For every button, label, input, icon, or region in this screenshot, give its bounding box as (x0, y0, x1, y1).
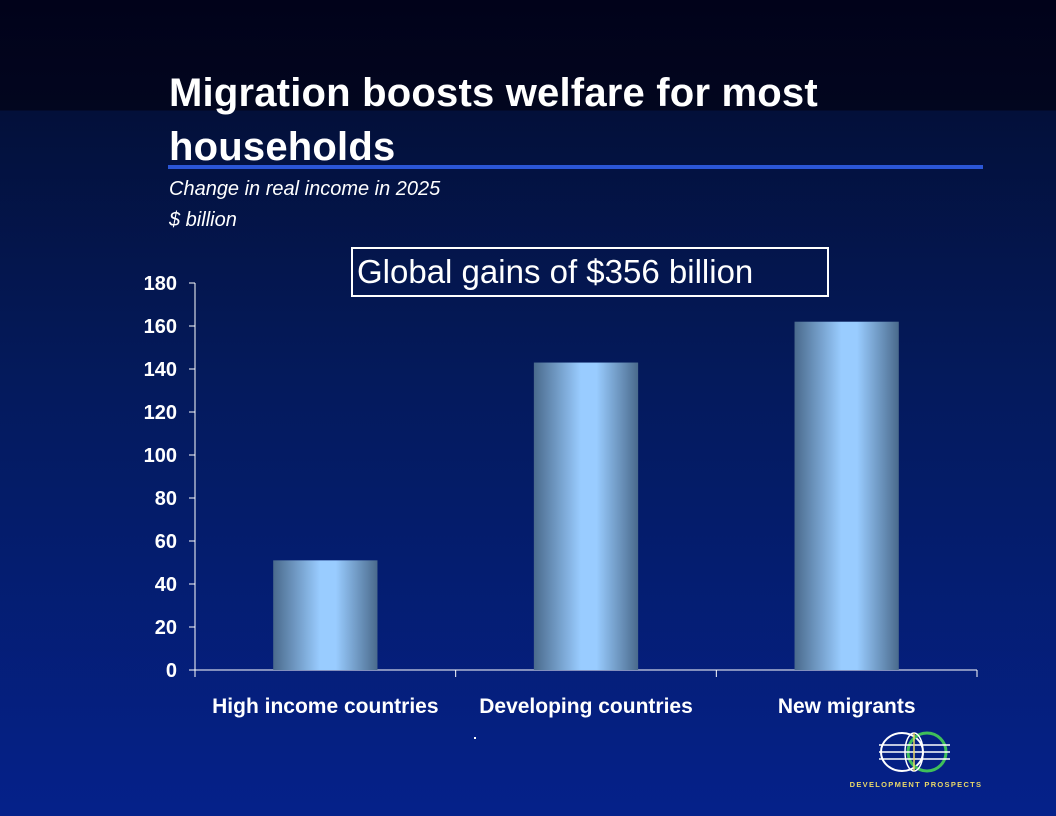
title-underline (168, 165, 983, 169)
y-tick-label: 100 (144, 445, 177, 467)
y-tick-label: 120 (144, 402, 177, 424)
chart-unit-label: $ billion (169, 209, 237, 231)
development-prospects-logo: DEVELOPMENT PROSPECTS (846, 728, 986, 792)
logo-text: DEVELOPMENT PROSPECTS (849, 780, 983, 789)
bar-new-migrants (794, 321, 899, 670)
y-tick-label: 80 (155, 488, 177, 510)
slide-title: Migration boosts welfare for most househ… (169, 71, 818, 169)
y-tick-label: 40 (155, 574, 177, 596)
x-category-label: High income countries (212, 695, 438, 718)
chart-subtitle: Change in real income in 2025 (169, 178, 441, 200)
global-gains-callout: Global gains of $356 billion (351, 247, 829, 297)
bar-developing-countries (533, 362, 639, 670)
y-tick-label: 180 (144, 273, 177, 295)
y-tick-label: 60 (155, 531, 177, 553)
stray-mark (474, 737, 476, 739)
y-tick-label: 0 (166, 660, 177, 682)
x-category-label: Developing countries (479, 695, 693, 718)
globe-icon (879, 731, 950, 773)
x-category-label: New migrants (778, 695, 916, 718)
y-tick-label: 160 (144, 316, 177, 338)
y-tick-label: 20 (155, 617, 177, 639)
bar-high-income-countries (273, 560, 378, 670)
y-tick-label: 140 (144, 359, 177, 381)
